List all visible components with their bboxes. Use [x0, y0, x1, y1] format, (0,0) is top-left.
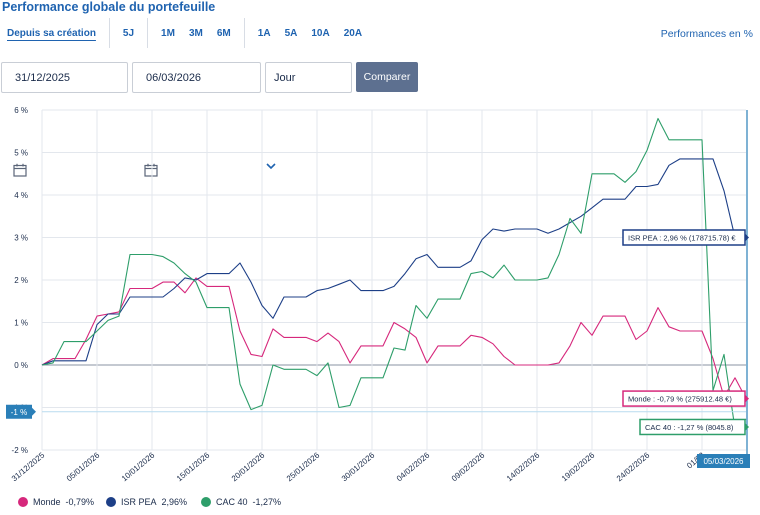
performance-chart[interactable]: -2 % -1 % 0 % 1 % 2 % 3 % 4 % 5 % 6 % 31/12/2025…	[0, 100, 760, 495]
x-axis: 31/12/2025 05/01/2026 10/01/2026 15/01/2026…	[10, 450, 707, 483]
chart-grid	[41, 109, 746, 451]
granularity-select[interactable]: Jour	[265, 62, 352, 170]
legend-dot-icon	[106, 497, 116, 507]
tooltip-isr-pea: ISR PEA : 2,96 % (178715.78) €	[622, 229, 749, 246]
series-line-isr-pea	[41, 158, 747, 366]
chart-overlay: -1 % 05/03/2026 ISR PEA : 2,96 % (178715.7…	[6, 110, 750, 468]
legend-item-isr-pea[interactable]: ISR PEA 2,96%	[106, 497, 187, 507]
period-1y[interactable]: 1A	[257, 27, 271, 39]
chart-legend: Monde -0,79% ISR PEA 2,96% CAC 40 -1,27%	[0, 497, 760, 513]
series-line-cac-40	[41, 117, 747, 430]
legend-item-cac40[interactable]: CAC 40 -1,27%	[201, 497, 281, 507]
calendar-icon	[144, 163, 158, 177]
tooltip-text: ISR PEA : 2,96 % (178715.78) €	[628, 234, 736, 243]
tooltip-arrow	[745, 422, 749, 431]
legend-label: CAC 40	[216, 497, 248, 507]
x-tick-label: 24/02/2026	[615, 450, 652, 483]
end-date-field[interactable]: 06/03/2026	[132, 62, 261, 177]
y-tick-label: 5 %	[14, 149, 28, 158]
tooltip-text: Monde : -0,79 % (275912.48 €)	[628, 395, 732, 404]
legend-value: -0,79%	[65, 497, 95, 507]
period-divider	[147, 18, 149, 48]
period-divider	[108, 18, 110, 48]
tooltip-arrow	[745, 233, 749, 242]
legend-dot-icon	[18, 497, 28, 507]
y-tick-label: 1 %	[14, 319, 28, 328]
x-tick-label: 14/02/2026	[505, 450, 542, 483]
crosshair-y-label-box	[6, 404, 32, 419]
period-3m[interactable]: 3M	[188, 27, 203, 39]
y-tick-label: -2 %	[12, 446, 28, 455]
series-line-monde	[41, 277, 747, 399]
y-tick-label: 0 %	[14, 361, 28, 370]
tooltip-arrow	[745, 394, 749, 403]
period-5d[interactable]: 5J	[122, 27, 135, 39]
x-tick-label: 31/12/2025	[10, 450, 47, 483]
legend-dot-icon	[201, 497, 211, 507]
tooltip-text: CAC 40 : -1,27 % (8045.8)	[645, 423, 734, 432]
crosshair-x-label: 05/03/2026	[703, 457, 744, 466]
chart-lines	[41, 117, 747, 430]
crosshair-y-label: -1 %	[11, 408, 27, 417]
crosshair-x-label-box	[697, 454, 750, 468]
period-6m[interactable]: 6M	[216, 27, 231, 39]
x-tick-label: 05/01/2026	[65, 450, 102, 483]
tooltip-cac-40: CAC 40 : -1,27 % (8045.8)	[639, 418, 749, 436]
period-20y[interactable]: 20A	[343, 27, 363, 39]
x-tick-label: 09/02/2026	[450, 450, 487, 483]
period-5y[interactable]: 5A	[284, 27, 298, 39]
x-tick-label: 30/01/2026	[340, 450, 377, 483]
x-tick-label: 15/01/2026	[175, 450, 212, 483]
x-tick-label: 25/01/2026	[285, 450, 322, 483]
performance-unit-label: Performances en %	[660, 28, 753, 40]
y-tick-label: 2 %	[14, 276, 28, 285]
y-axis: -2 % -1 % 0 % 1 % 2 % 3 % 4 % 5 % 6 %	[12, 106, 28, 455]
chevron-down-icon	[266, 163, 276, 170]
calendar-icon	[13, 163, 27, 177]
start-date-value: 31/12/2025	[15, 71, 71, 84]
legend-label: ISR PEA	[121, 497, 157, 507]
crosshair-y-arrow	[32, 407, 36, 416]
period-divider	[243, 18, 245, 48]
x-tick-label: 19/02/2026	[560, 450, 597, 483]
compare-button[interactable]: Comparer	[356, 62, 418, 92]
x-tick-label: 20/01/2026	[230, 450, 267, 483]
granularity-value: Jour	[274, 71, 296, 84]
x-tick-label: 04/02/2026	[395, 450, 432, 483]
tooltip-monde: Monde : -0,79 % (275912.48 €)	[622, 390, 749, 407]
legend-label: Monde	[33, 497, 61, 507]
y-tick-label: 6 %	[14, 106, 28, 115]
y-tick-label: 3 %	[14, 234, 28, 243]
legend-value: 2,96%	[161, 497, 188, 507]
legend-item-monde[interactable]: Monde -0,79%	[18, 497, 94, 507]
period-1m[interactable]: 1M	[161, 27, 175, 39]
period-10y[interactable]: 10A	[311, 27, 330, 39]
start-date-field[interactable]: 31/12/2025	[1, 62, 128, 177]
page-title: Performance globale du portefeuille	[2, 0, 216, 14]
legend-value: -1,27%	[252, 497, 282, 507]
period-selector: Depuis sa création 5J 1M 3M 6M 1A 5A 10A…	[0, 18, 369, 48]
y-tick-label: 4 %	[14, 191, 28, 200]
period-since-creation[interactable]: Depuis sa création	[7, 27, 96, 39]
end-date-value: 06/03/2026	[146, 71, 202, 84]
x-tick-label: 10/01/2026	[120, 450, 157, 483]
